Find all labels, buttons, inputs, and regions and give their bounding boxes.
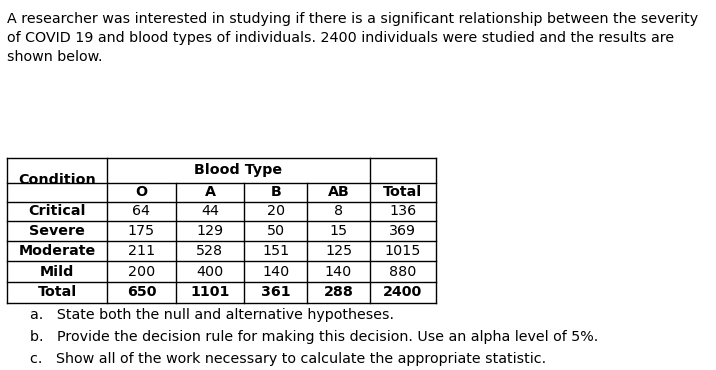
- Text: O: O: [135, 185, 147, 199]
- Text: 125: 125: [325, 244, 352, 258]
- Text: A: A: [205, 185, 216, 199]
- Text: 288: 288: [324, 285, 354, 299]
- Text: 200: 200: [127, 265, 155, 279]
- Text: 650: 650: [127, 285, 156, 299]
- Text: 50: 50: [266, 224, 285, 238]
- Text: 211: 211: [127, 244, 155, 258]
- Text: 8: 8: [334, 204, 343, 218]
- Text: 151: 151: [262, 244, 289, 258]
- Text: 44: 44: [201, 204, 219, 218]
- Text: A researcher was interested in studying if there is a significant relationship b: A researcher was interested in studying …: [7, 12, 698, 64]
- Text: 528: 528: [196, 244, 223, 258]
- Text: Condition: Condition: [18, 173, 96, 187]
- Text: b.   Provide the decision rule for making this decision. Use an alpha level of 5: b. Provide the decision rule for making …: [30, 330, 598, 344]
- Text: 1101: 1101: [190, 285, 230, 299]
- Text: Critical: Critical: [29, 204, 86, 218]
- Text: Total: Total: [383, 185, 422, 199]
- Text: 400: 400: [196, 265, 223, 279]
- Text: 1015: 1015: [384, 244, 421, 258]
- Text: Mild: Mild: [40, 265, 74, 279]
- Text: 140: 140: [325, 265, 352, 279]
- Text: 361: 361: [261, 285, 291, 299]
- Text: a.   State both the null and alternative hypotheses.: a. State both the null and alternative h…: [30, 308, 394, 322]
- Text: 20: 20: [266, 204, 285, 218]
- Text: 15: 15: [329, 224, 347, 238]
- Text: 64: 64: [132, 204, 150, 218]
- Text: 880: 880: [389, 265, 417, 279]
- Text: 369: 369: [390, 224, 416, 238]
- Text: c.   Show all of the work necessary to calculate the appropriate statistic.: c. Show all of the work necessary to cal…: [30, 352, 546, 366]
- Text: Moderate: Moderate: [19, 244, 96, 258]
- Text: B: B: [271, 185, 281, 199]
- Text: 129: 129: [196, 224, 223, 238]
- Text: 136: 136: [390, 204, 417, 218]
- Text: Total: Total: [37, 285, 77, 299]
- Text: Blood Type: Blood Type: [195, 163, 283, 177]
- Text: 2400: 2400: [383, 285, 422, 299]
- Text: 175: 175: [128, 224, 155, 238]
- Text: Severe: Severe: [29, 224, 85, 238]
- Text: 140: 140: [262, 265, 289, 279]
- Text: AB: AB: [328, 185, 349, 199]
